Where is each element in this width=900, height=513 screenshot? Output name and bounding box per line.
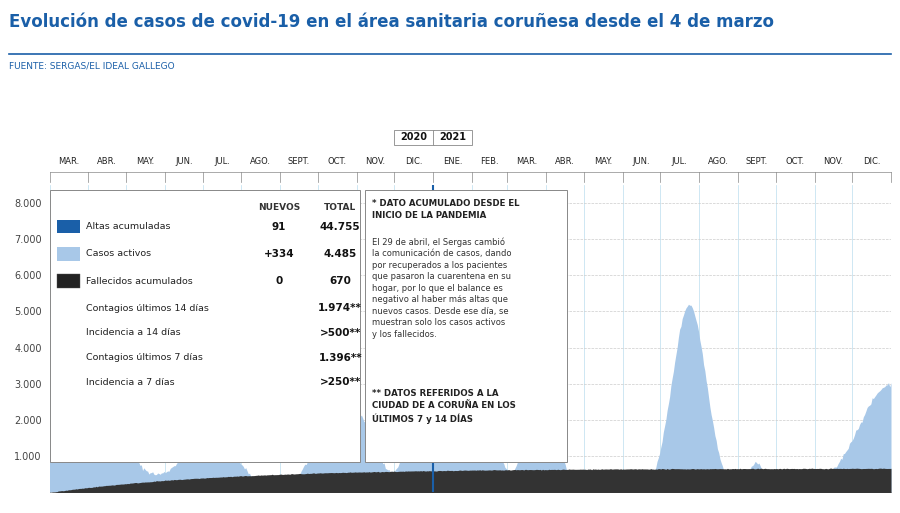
Text: Contagios últimos 7 días: Contagios últimos 7 días — [86, 353, 202, 362]
Text: Incidencia a 7 días: Incidencia a 7 días — [86, 378, 174, 387]
Text: Evolución de casos de covid-19 en el área sanitaria coruñesa desde el 4 de marzo: Evolución de casos de covid-19 en el áre… — [9, 13, 774, 31]
Text: AGO.: AGO. — [708, 157, 729, 166]
Text: MAR.: MAR. — [516, 157, 537, 166]
Text: 1.396**: 1.396** — [319, 352, 362, 363]
Text: FEB.: FEB. — [481, 157, 499, 166]
Text: OCT.: OCT. — [328, 157, 346, 166]
Text: El 29 de abril, el Sergas cambió
la comunicación de casos, dando
por recuperados: El 29 de abril, el Sergas cambió la comu… — [372, 238, 511, 339]
Text: AGO.: AGO. — [250, 157, 271, 166]
Text: JUN.: JUN. — [175, 157, 193, 166]
Text: JUL.: JUL. — [671, 157, 688, 166]
Text: 2021: 2021 — [439, 132, 466, 143]
Text: NOV.: NOV. — [365, 157, 385, 166]
Text: 91: 91 — [272, 222, 286, 232]
Text: ABR.: ABR. — [97, 157, 117, 166]
Text: OCT.: OCT. — [786, 157, 805, 166]
Text: 670: 670 — [329, 276, 351, 286]
Text: * DATO ACUMULADO DESDE EL
INICIO DE LA PANDEMIA: * DATO ACUMULADO DESDE EL INICIO DE LA P… — [372, 199, 519, 220]
Text: Altas acumuladas: Altas acumuladas — [86, 222, 170, 231]
Text: FUENTE: SERGAS/EL IDEAL GALLEGO: FUENTE: SERGAS/EL IDEAL GALLEGO — [9, 62, 175, 71]
Text: 2020: 2020 — [400, 132, 428, 143]
Text: TOTAL: TOTAL — [324, 203, 356, 212]
Text: NOV.: NOV. — [824, 157, 843, 166]
Text: MAY.: MAY. — [136, 157, 155, 166]
Text: ENE.: ENE. — [443, 157, 463, 166]
Text: ABR.: ABR. — [555, 157, 575, 166]
Text: +334: +334 — [264, 249, 294, 259]
Text: MAY.: MAY. — [594, 157, 612, 166]
Text: NUEVOS: NUEVOS — [258, 203, 300, 212]
Text: SEPT.: SEPT. — [746, 157, 768, 166]
Text: JUN.: JUN. — [633, 157, 650, 166]
Text: 0: 0 — [275, 276, 283, 286]
Text: 4.485: 4.485 — [324, 249, 356, 259]
Text: Incidencia a 14 días: Incidencia a 14 días — [86, 328, 180, 338]
Text: >500**: >500** — [320, 328, 361, 338]
Text: >250**: >250** — [320, 377, 361, 387]
Text: Casos activos: Casos activos — [86, 249, 150, 259]
Text: DIC.: DIC. — [405, 157, 423, 166]
Text: MAR.: MAR. — [58, 157, 79, 166]
Text: JUL.: JUL. — [214, 157, 230, 166]
Text: DIC.: DIC. — [863, 157, 880, 166]
Text: 1.974**: 1.974** — [319, 303, 362, 313]
Text: ** DATOS REFERIDOS A LA
CIUDAD DE A CORUÑA EN LOS
ÚLTIMOS 7 y 14 DÍAS: ** DATOS REFERIDOS A LA CIUDAD DE A CORU… — [372, 389, 516, 424]
Text: Contagios últimos 14 días: Contagios últimos 14 días — [86, 304, 209, 313]
Text: 44.755: 44.755 — [320, 222, 361, 232]
Text: SEPT.: SEPT. — [288, 157, 310, 166]
Text: Fallecidos acumulados: Fallecidos acumulados — [86, 277, 193, 286]
